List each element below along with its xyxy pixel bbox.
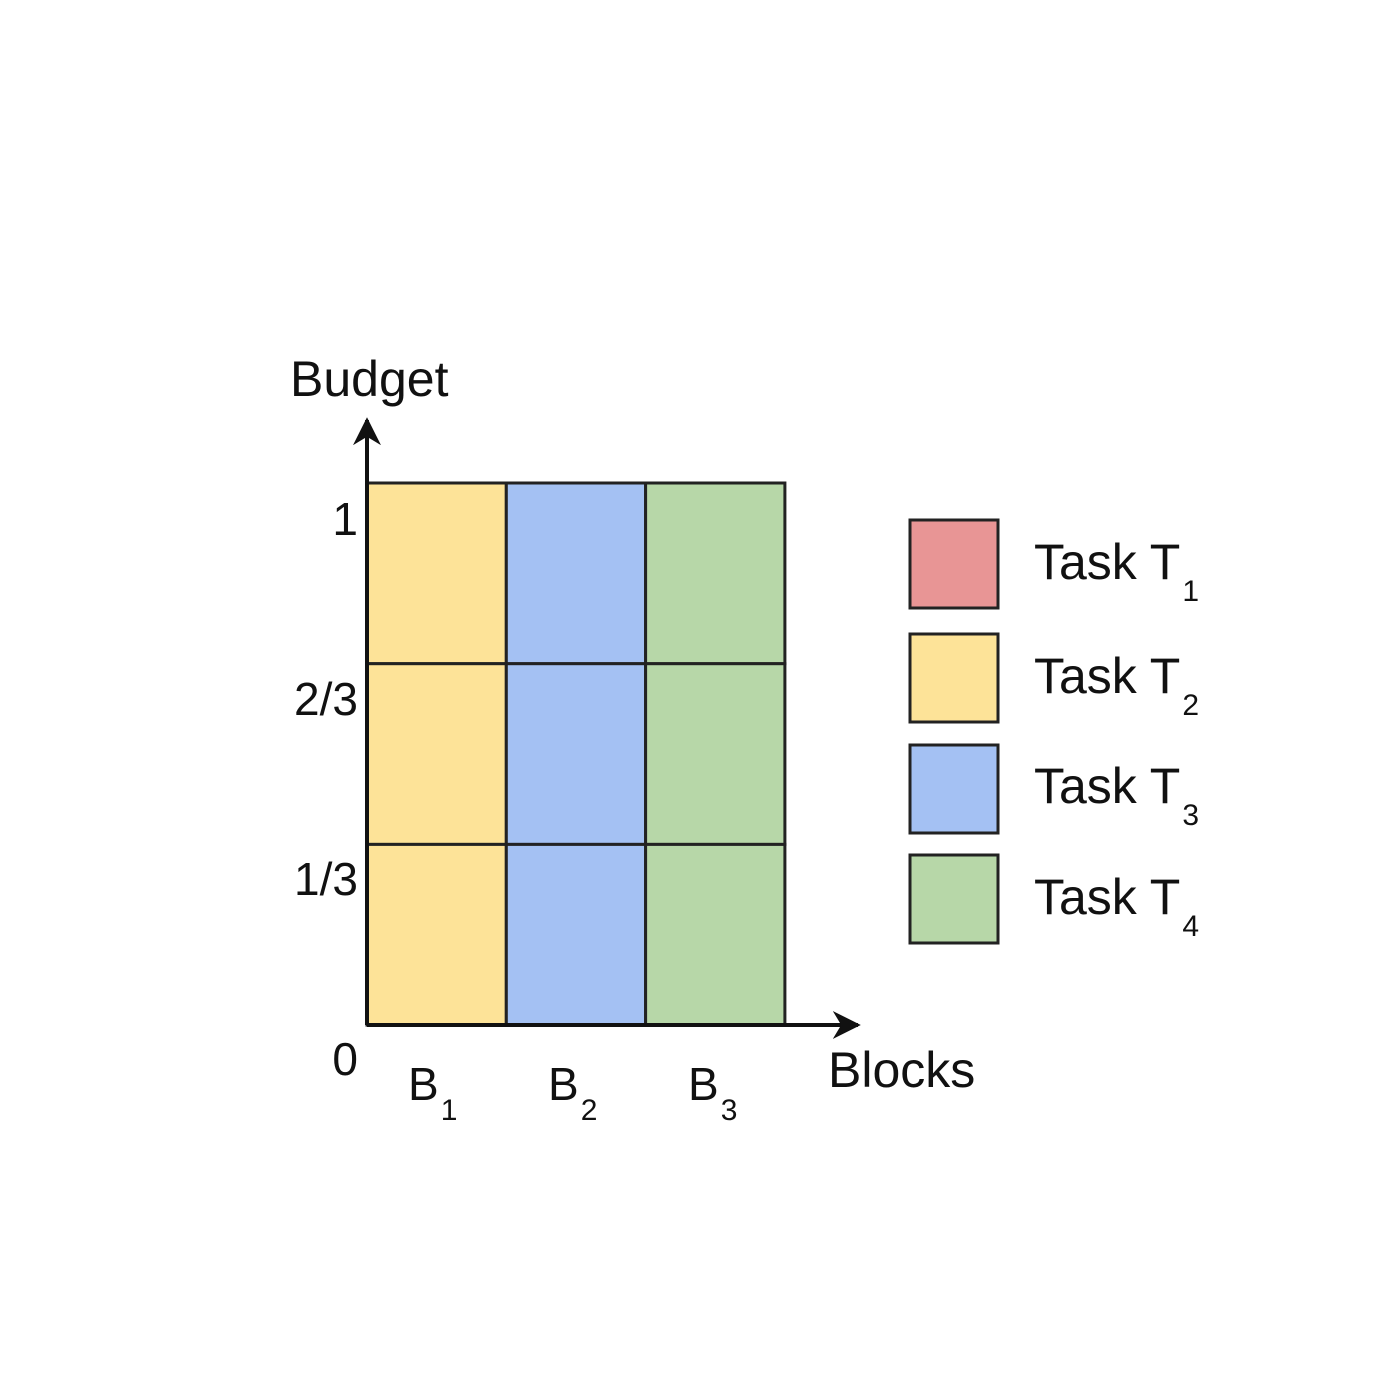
legend: Task T1 Task T2 Task T3 Task T4 (908, 518, 1199, 945)
grid-cell (644, 481, 787, 666)
legend-swatch-t3 (908, 743, 1000, 835)
y-tick-label: 2/3 (294, 673, 358, 725)
x-axis-label: Blocks (828, 1042, 975, 1098)
grid-cell (365, 481, 508, 666)
y-axis-label: Budget (290, 351, 449, 407)
legend-label-t3: Task T3 (1034, 758, 1199, 832)
legend-label-t2: Task T2 (1034, 648, 1199, 722)
block-label: B2 (548, 1058, 597, 1127)
y-tick-label: 0 (332, 1033, 358, 1085)
grid-cell (644, 662, 787, 846)
block-label: B3 (688, 1058, 737, 1127)
y-tick-label: 1 (332, 493, 358, 545)
grid-cell (644, 842, 787, 1027)
legend-label-t1: Task T1 (1034, 534, 1199, 608)
allocation-grid (365, 481, 787, 1027)
grid-cell (504, 662, 648, 846)
grid-cell (504, 481, 648, 666)
y-tick-label: 1/3 (294, 853, 358, 905)
legend-swatch-t4 (908, 853, 1000, 945)
grid-cell (365, 842, 508, 1027)
grid-cell (365, 662, 508, 846)
legend-label-t4: Task T4 (1034, 869, 1199, 943)
legend-swatch-t2 (908, 632, 1000, 724)
grid-cell (504, 842, 648, 1027)
block-label: B1 (408, 1058, 457, 1127)
legend-swatch-t1 (908, 518, 1000, 610)
